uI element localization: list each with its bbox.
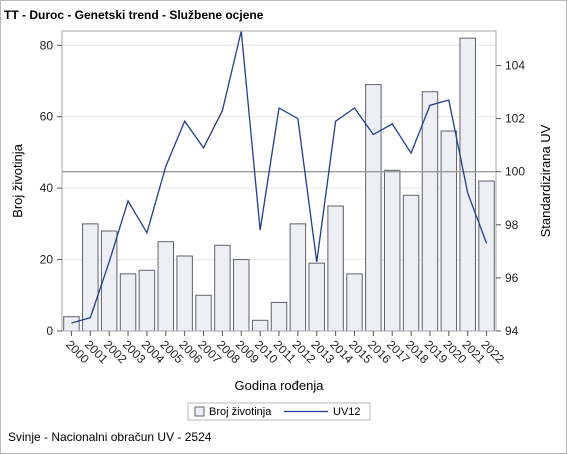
y2-tick-label: 102 <box>505 112 525 126</box>
bar <box>119 273 137 332</box>
legend-box <box>187 402 371 421</box>
y-tick-label: 20 <box>40 253 54 267</box>
y2-axis-label: Standardizirana UV <box>538 124 553 237</box>
bar <box>383 169 401 332</box>
y2-tick-label: 98 <box>505 218 519 232</box>
y-axis-label: Broj životinja <box>10 143 25 217</box>
y2-tick-label: 94 <box>505 324 519 338</box>
x-axis-label: Godina rođenja <box>235 378 325 393</box>
legend-swatch-bar <box>194 406 205 417</box>
y2-tick-label: 104 <box>505 59 525 73</box>
bar <box>346 273 363 332</box>
y-tick-label: 0 <box>46 324 53 338</box>
bar <box>82 223 99 332</box>
y2-tick-label: 100 <box>505 165 525 179</box>
bar <box>138 269 156 332</box>
bar <box>402 194 420 332</box>
bar <box>459 37 476 332</box>
bar <box>440 130 458 332</box>
uv12-line <box>71 30 488 324</box>
bar <box>214 244 231 332</box>
bar <box>176 255 193 332</box>
y2-tick-label: 96 <box>505 271 519 285</box>
y-tick-label: 60 <box>40 110 54 124</box>
y-tick-label: 80 <box>40 38 54 52</box>
bar-series <box>63 37 495 332</box>
bar <box>251 319 269 332</box>
bar <box>157 241 175 332</box>
bar <box>421 91 439 332</box>
left-axis-ticks: 0 20 40 60 80 <box>40 38 62 338</box>
bar <box>289 223 307 332</box>
bar <box>195 294 212 332</box>
right-axis-ticks: 94 96 98 100 102 104 <box>496 59 525 338</box>
y-tick-label: 40 <box>40 181 54 195</box>
chart-title: TT - Duroc - Genetski trend - Službene o… <box>4 8 264 22</box>
bar <box>478 180 495 332</box>
bar <box>270 301 288 332</box>
bar <box>327 205 344 332</box>
legend-label-line: UV12 <box>333 406 361 418</box>
legend-label-bars: Broj životinja <box>209 406 272 418</box>
bar <box>233 259 250 332</box>
bar <box>308 262 325 332</box>
bar <box>63 316 80 332</box>
bar <box>365 84 382 332</box>
x-axis-ticks: 2000200120022003200420052006200720082009… <box>63 331 507 366</box>
footnote: Svinje - Nacionalni obračun UV - 2524 <box>8 430 212 444</box>
legend: Broj životinja UV12 <box>187 402 371 421</box>
